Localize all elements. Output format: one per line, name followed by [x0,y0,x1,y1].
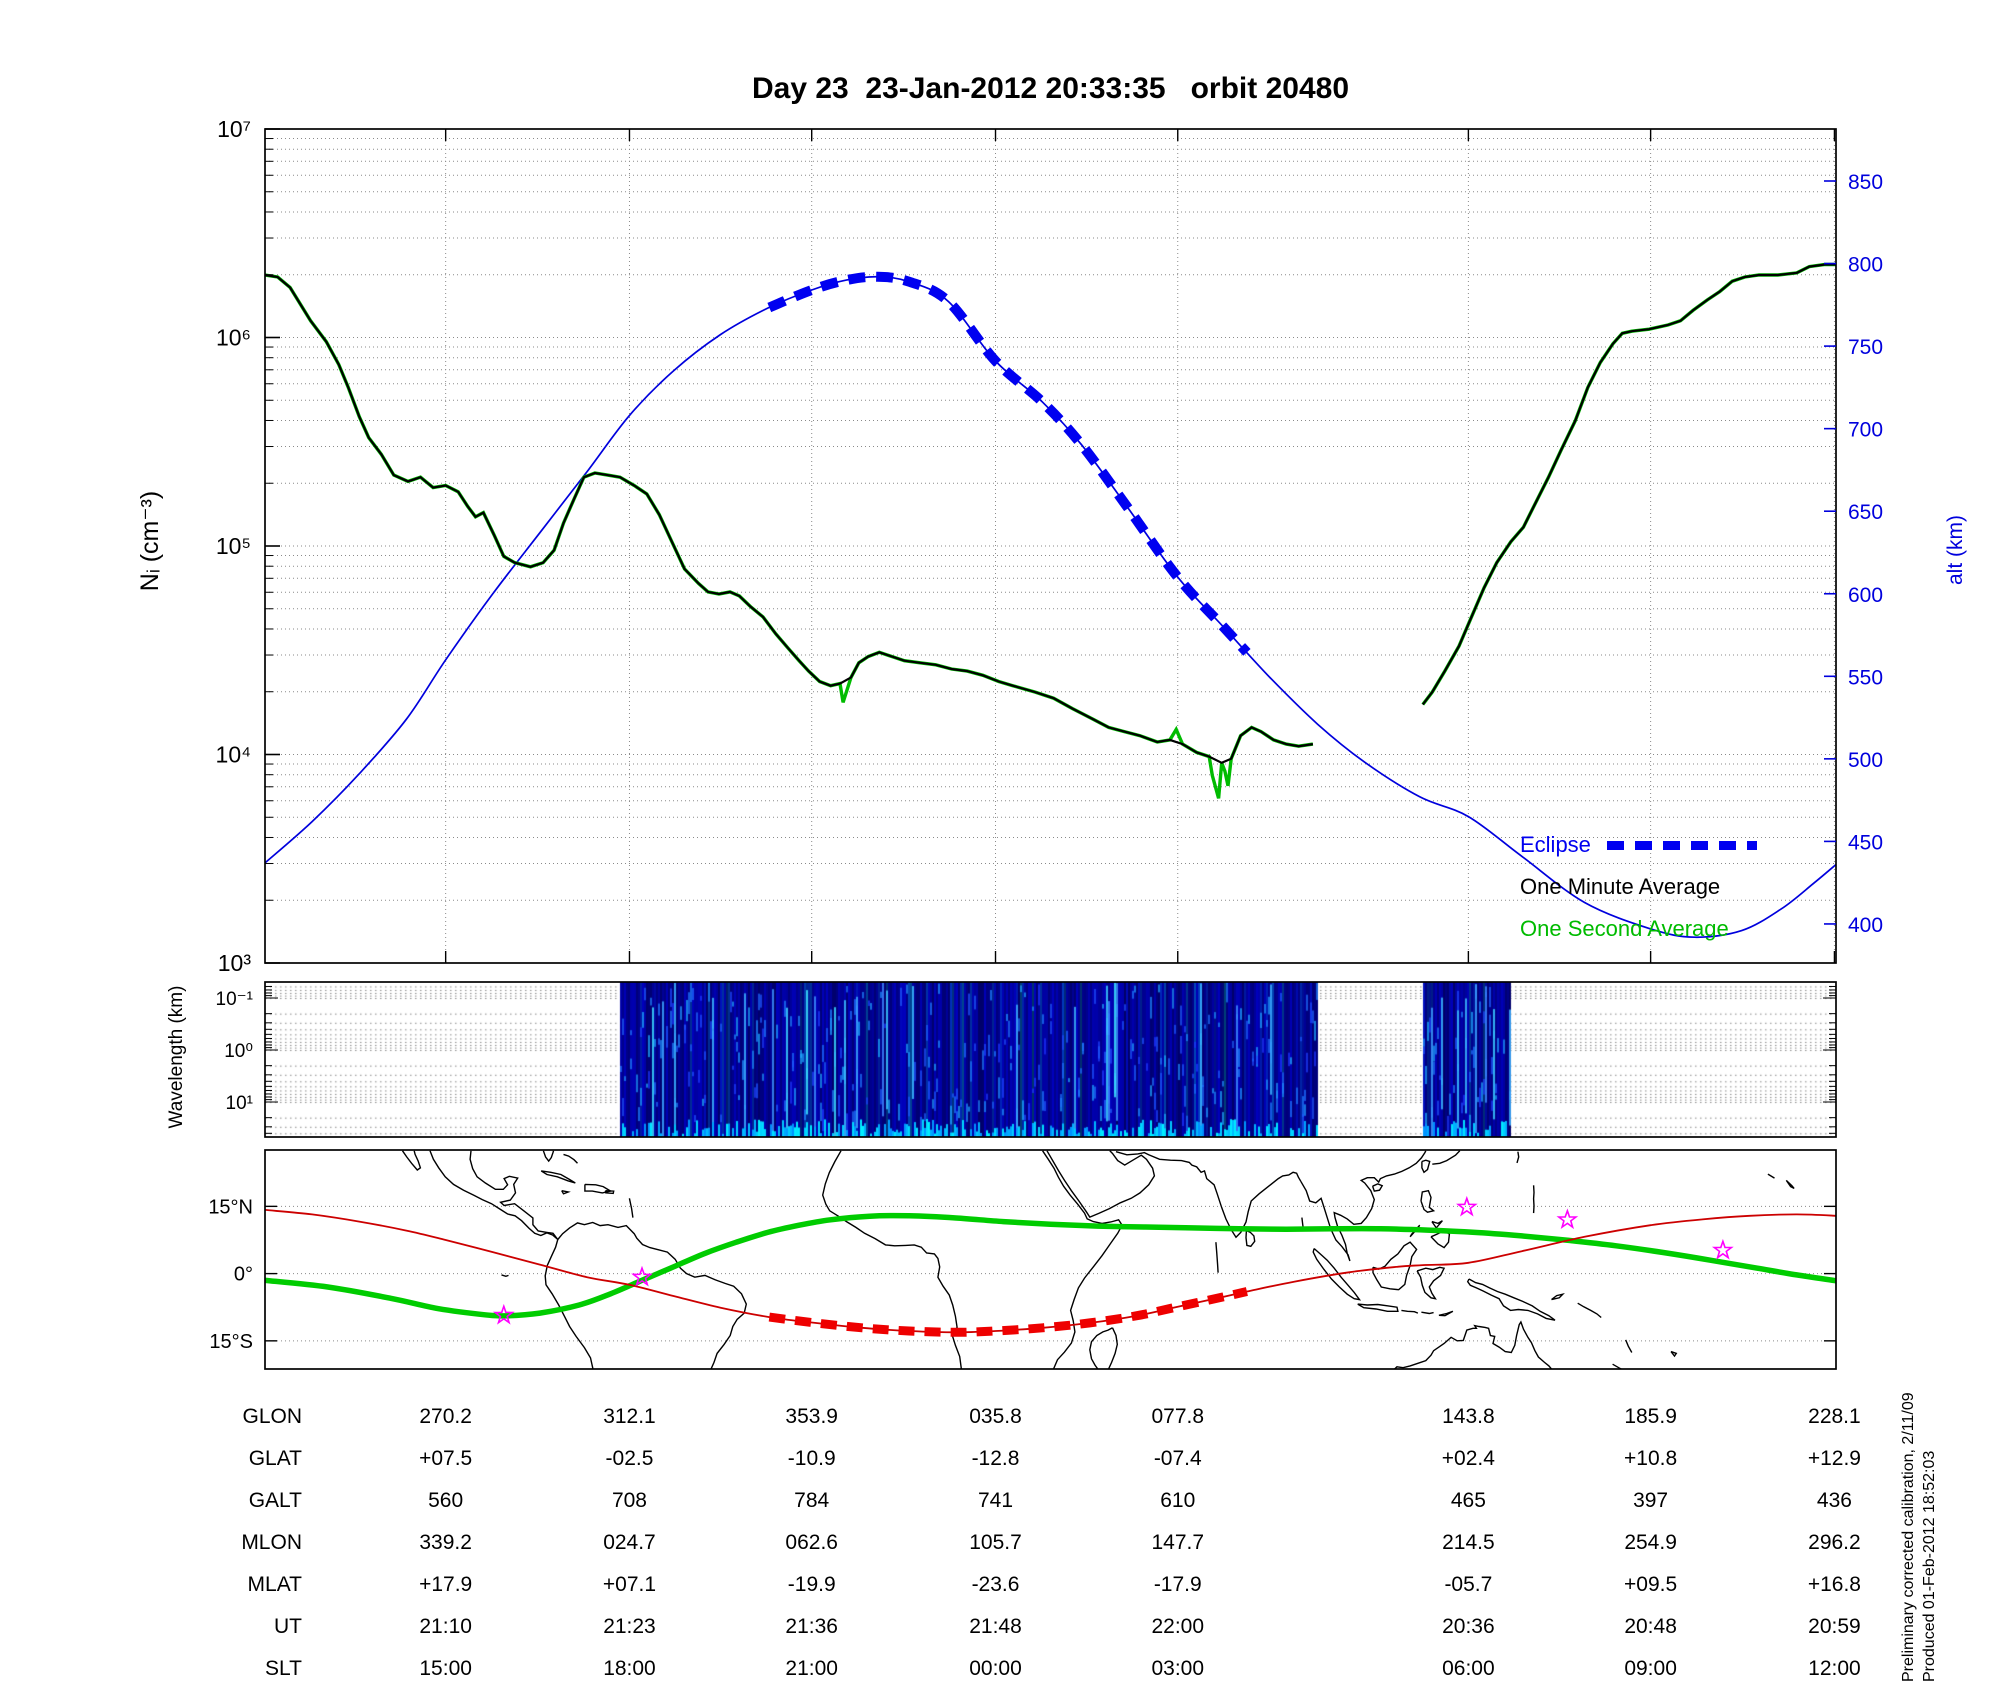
table-cell-ut-7: 20:59 [1808,1615,1861,1638]
table-cell-glat-6: +10.8 [1624,1447,1678,1470]
table-cell-glat-1: -02.5 [605,1447,654,1470]
table-cell-mlon-3: 105.7 [969,1531,1022,1554]
table-cell-slt-3: 00:00 [969,1657,1022,1680]
table-cell-glat-7: +12.9 [1807,1447,1861,1470]
table-cell-slt-5: 06:00 [1442,1657,1495,1680]
table-cell-galt-2: 784 [794,1489,830,1512]
table-cell-ut-0: 21:10 [419,1615,472,1638]
table-row-label-glat: GLAT [248,1447,302,1470]
table-cell-glon-1: 312.1 [603,1405,656,1428]
table-cell-glon-6: 185.9 [1624,1405,1677,1428]
table-cell-mlon-2: 062.6 [785,1531,838,1554]
table-cell-glat-2: -10.9 [787,1447,836,1470]
table-cell-galt-5: 465 [1450,1489,1486,1512]
table-cell-mlat-0: +17.9 [419,1573,473,1596]
table-cell-mlat-1: +07.1 [602,1573,657,1596]
table-cell-glat-0: +07.5 [419,1447,473,1470]
side-note-produced: Produced 01-Feb-2012 18:52:03 [1921,1450,1938,1682]
table-cell-ut-4: 22:00 [1151,1615,1205,1638]
table-cell-galt-4: 610 [1160,1489,1196,1512]
table-cell-glon-0: 270.2 [419,1405,472,1428]
table-row-label-slt: SLT [265,1657,302,1680]
table-cell-slt-4: 03:00 [1151,1657,1205,1680]
table-cell-mlat-7: +16.8 [1807,1573,1861,1596]
table-cell-glon-5: 143.8 [1442,1405,1495,1428]
table-cell-ut-5: 20:36 [1442,1615,1495,1638]
table-cell-glon-3: 035.8 [969,1405,1022,1428]
table-cell-mlon-1: 024.7 [603,1531,656,1554]
table-cell-galt-1: 708 [611,1489,647,1512]
table-cell-slt-1: 18:00 [603,1657,656,1680]
table-cell-mlon-7: 296.2 [1808,1531,1861,1554]
table-cell-slt-2: 21:00 [785,1657,838,1680]
table-cell-slt-7: 12:00 [1808,1657,1861,1680]
table-cell-glat-5: +02.4 [1441,1447,1495,1470]
table-cell-ut-6: 20:48 [1624,1615,1677,1638]
table-row-label-glon: GLON [242,1405,302,1428]
side-note-calibration: Preliminary corrected calibration, 2/11/… [1900,1392,1917,1682]
table-cell-slt-0: 15:00 [419,1657,472,1680]
side-notes: Preliminary corrected calibration, 2/11/… [1898,1352,1940,1682]
table-cell-galt-7: 436 [1816,1489,1852,1512]
table-row-label-mlat: MLAT [247,1573,302,1596]
table-cell-mlon-4: 147.7 [1151,1531,1205,1554]
table-cell-ut-2: 21:36 [785,1615,838,1638]
table-row-label-mlon: MLON [241,1531,302,1554]
table-cell-galt-3: 741 [977,1489,1014,1512]
table-cell-mlat-2: -19.9 [787,1573,836,1596]
table-cell-glon-2: 353.9 [785,1405,838,1428]
table-cell-glon-4: 077.8 [1151,1405,1205,1428]
table-cell-mlon-0: 339.2 [419,1531,472,1554]
table-cell-glat-3: -12.8 [971,1447,1020,1470]
table-cell-mlon-5: 214.5 [1442,1531,1495,1554]
table-cell-mlon-6: 254.9 [1624,1531,1677,1554]
table-row-label-ut: UT [274,1615,302,1638]
table-cell-slt-6: 09:00 [1624,1657,1677,1680]
table-cell-galt-0: 560 [428,1489,464,1512]
table-cell-galt-6: 397 [1633,1489,1669,1512]
table-cell-glon-7: 228.1 [1808,1405,1861,1428]
table-cell-ut-1: 21:23 [603,1615,656,1638]
table-cell-mlat-5: -05.7 [1444,1573,1493,1596]
table-row-label-galt: GALT [248,1489,302,1512]
table-cell-mlat-6: +09.5 [1624,1573,1678,1596]
table-cell-ut-3: 21:48 [969,1615,1022,1638]
table-cell-glat-4: -07.4 [1153,1447,1202,1470]
table-cell-mlat-3: -23.6 [971,1573,1020,1596]
page-title: Day 23 23-Jan-2012 20:33:35 orbit 20480 [751,72,1350,105]
table-cell-mlat-4: -17.9 [1153,1573,1202,1596]
